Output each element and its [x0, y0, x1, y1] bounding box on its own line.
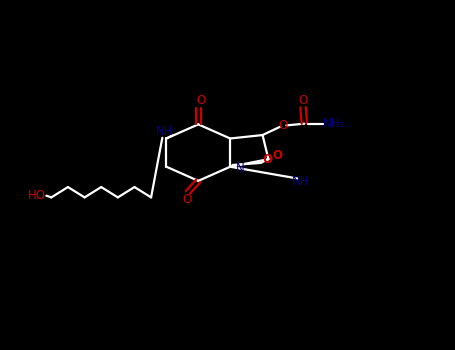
Text: O: O: [278, 119, 288, 132]
Text: NH₂: NH₂: [323, 117, 345, 130]
Text: O: O: [182, 193, 192, 206]
Text: HO: HO: [27, 189, 46, 202]
Text: NH: NH: [156, 125, 173, 139]
Text: O: O: [262, 153, 272, 166]
Text: O: O: [273, 149, 283, 162]
Text: O: O: [196, 94, 205, 107]
Text: N: N: [236, 162, 245, 175]
Text: NH: NH: [292, 175, 309, 188]
Text: O: O: [298, 94, 308, 107]
